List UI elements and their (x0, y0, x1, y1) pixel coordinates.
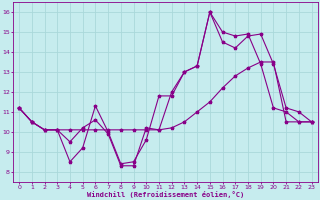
X-axis label: Windchill (Refroidissement éolien,°C): Windchill (Refroidissement éolien,°C) (87, 191, 244, 198)
